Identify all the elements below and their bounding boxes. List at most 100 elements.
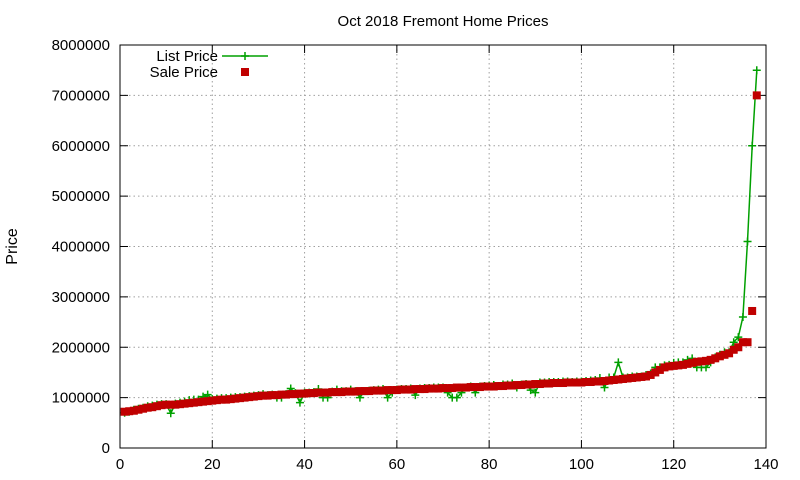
sale-price-point <box>577 378 586 387</box>
sale-price-point <box>595 377 604 386</box>
sale-price-point <box>309 389 318 398</box>
x-tick-label: 80 <box>481 456 498 473</box>
sale-price-point <box>632 373 641 382</box>
sale-price-point <box>406 385 415 394</box>
sale-price-point <box>434 384 443 393</box>
chart-title: Oct 2018 Fremont Home Prices <box>338 13 549 30</box>
sale-price-point <box>646 370 655 379</box>
sale-price-point <box>222 395 231 404</box>
sale-price-point <box>674 361 683 370</box>
sale-price-point <box>346 387 355 396</box>
sale-price-point <box>457 383 466 392</box>
sale-price-point <box>448 384 457 393</box>
sale-price-point <box>605 376 614 385</box>
sale-price-point <box>498 382 507 391</box>
sale-price-point <box>462 383 471 392</box>
sale-price-point <box>480 382 489 391</box>
sale-price-point <box>628 373 637 382</box>
legend-marker-list-price <box>241 52 249 60</box>
x-tick-label: 120 <box>661 456 686 473</box>
sale-price-point <box>452 383 461 392</box>
list-price-point <box>738 313 747 322</box>
sale-price-point <box>706 355 715 364</box>
sale-price-point <box>277 390 286 399</box>
sale-price-point <box>443 384 452 393</box>
sale-price-point <box>651 368 660 377</box>
sale-price-point <box>526 380 535 389</box>
sale-price-point <box>148 403 157 412</box>
x-tick-label: 60 <box>389 456 406 473</box>
sale-price-point <box>568 378 577 387</box>
sale-price-point <box>665 362 674 371</box>
sale-price-point <box>752 91 761 100</box>
y-tick-label: 0 <box>102 440 110 457</box>
sale-price-point <box>392 386 401 395</box>
sale-price-point <box>185 399 194 408</box>
sale-price-point <box>466 383 475 392</box>
sale-price-point <box>429 384 438 393</box>
sale-price-point <box>734 343 743 352</box>
sale-price-point <box>582 378 591 387</box>
legend-label-sale-price: Sale Price <box>150 64 218 81</box>
axis-ticks: 0 1000000 2000000 3000000 4000000 5000000 6000… <box>52 37 779 473</box>
sale-price-point <box>254 392 263 401</box>
sale-price-point <box>508 381 517 390</box>
sale-price-point <box>558 379 567 388</box>
sale-price-point <box>314 388 323 397</box>
y-tick-label: 3000000 <box>52 289 110 306</box>
sale-price-point <box>199 397 208 406</box>
sale-price-point <box>355 387 364 396</box>
sale-price-point <box>425 384 434 393</box>
sale-price-point <box>291 390 300 399</box>
sale-price-point <box>259 391 268 400</box>
sale-price-point <box>545 379 554 388</box>
sale-price-point <box>208 396 217 405</box>
sale-price-point <box>715 352 724 361</box>
sale-price-point <box>512 381 521 390</box>
list-price-line <box>124 70 758 415</box>
list-price-point <box>752 66 761 75</box>
sale-price-point <box>609 375 618 384</box>
sale-price-point <box>217 395 226 404</box>
sale-price-point <box>189 398 198 407</box>
sale-price-point <box>669 361 678 370</box>
sale-price-point <box>485 382 494 391</box>
sale-price-point <box>415 385 424 394</box>
sale-price-point <box>342 387 351 396</box>
sale-price-point <box>517 381 526 390</box>
sale-price-point <box>282 390 291 399</box>
sale-price-point <box>475 383 484 392</box>
sale-price-point <box>369 386 378 395</box>
sale-price-point <box>305 389 314 398</box>
x-tick-label: 0 <box>116 456 124 473</box>
sale-price-point <box>563 378 572 387</box>
y-tick-label: 4000000 <box>52 239 110 256</box>
sale-price-point <box>549 379 558 388</box>
sale-price-point <box>489 382 498 391</box>
list-price-point <box>743 237 752 246</box>
sale-price-point <box>531 380 540 389</box>
list-price-point <box>452 393 461 402</box>
sale-price-point <box>554 379 563 388</box>
sale-price-point <box>337 388 346 397</box>
sale-price-point <box>642 372 651 381</box>
sale-price-point <box>203 397 212 406</box>
sale-price-point <box>637 372 646 381</box>
sale-price-point <box>729 345 738 354</box>
sale-price-point <box>725 349 734 358</box>
sale-price-point <box>397 385 406 394</box>
sale-price-point <box>618 374 627 383</box>
list-price-point <box>614 358 623 367</box>
sale-price-point <box>678 360 687 369</box>
sale-price-point <box>420 385 429 394</box>
sale-price-point <box>738 338 747 347</box>
x-tick-label: 20 <box>204 456 221 473</box>
sale-price-series <box>120 91 761 416</box>
sale-price-point <box>286 390 295 399</box>
sale-price-point <box>655 365 664 374</box>
sale-price-point <box>212 396 221 405</box>
sale-price-point <box>226 395 235 404</box>
sale-price-point <box>711 354 720 363</box>
x-tick-label: 40 <box>296 456 313 473</box>
data-series <box>120 66 761 418</box>
